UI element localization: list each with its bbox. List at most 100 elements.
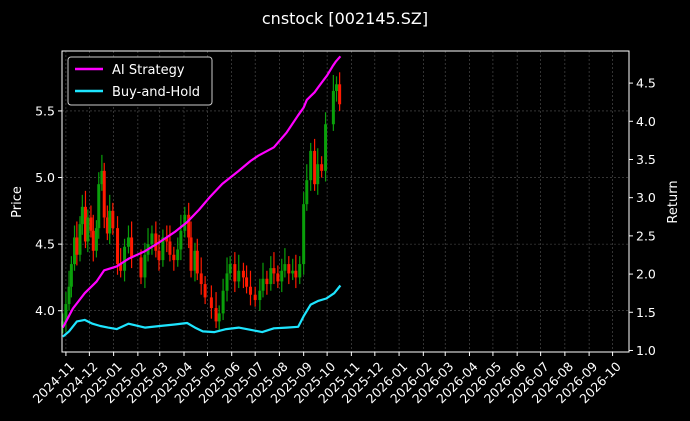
- price-candle-body: [245, 277, 249, 287]
- price-candle-body: [130, 237, 134, 258]
- price-candle-body: [280, 270, 284, 282]
- price-candle-body: [335, 84, 339, 91]
- y-right-tick-label: 3.5: [636, 152, 656, 167]
- price-candle-body: [195, 250, 199, 274]
- price-candle-body: [89, 217, 93, 231]
- price-candle-body: [253, 294, 257, 301]
- price-candle-body: [105, 217, 109, 234]
- price-candle-body: [331, 90, 335, 125]
- price-candle-body: [265, 278, 269, 285]
- price-candle-body: [80, 206, 84, 225]
- legend-box: [67, 56, 213, 106]
- price-candle-body: [179, 230, 183, 250]
- price-candles: [61, 72, 342, 334]
- return-lines: [61, 55, 342, 338]
- price-candle-body: [276, 273, 280, 282]
- y-right-tick-label: 2.5: [636, 228, 656, 243]
- price-candle-body: [203, 284, 207, 298]
- price-candle-body: [237, 270, 241, 282]
- price-candle-body: [139, 257, 143, 278]
- price-candle-body: [78, 224, 82, 255]
- price-candle-body: [313, 150, 317, 185]
- price-candle-body: [214, 308, 218, 322]
- price-candle-body: [86, 217, 90, 242]
- price-candle-body: [209, 297, 213, 309]
- price-candle-body: [69, 264, 73, 287]
- price-candle-body: [168, 241, 172, 255]
- y-right-tick-label: 1.5: [636, 305, 656, 320]
- price-candle-body: [94, 228, 98, 251]
- price-candle-body: [119, 264, 123, 271]
- price-candle-body: [150, 233, 154, 245]
- price-candle-body: [176, 249, 180, 261]
- price-candle-body: [154, 233, 158, 251]
- price-candle-body: [102, 170, 106, 218]
- price-candle-body: [143, 254, 147, 278]
- price-candle-body: [199, 273, 203, 285]
- y-left-tick-label: 5.5: [35, 103, 55, 118]
- legend-label-buy-and-hold: Buy-and-Hold: [112, 85, 200, 100]
- price-candle-body: [126, 237, 130, 247]
- series-line-ai-strategy: [61, 55, 342, 329]
- price-candle-body: [338, 84, 342, 105]
- price-candle-body: [123, 246, 127, 271]
- price-candle-body: [228, 264, 232, 274]
- price-candle-body: [193, 250, 197, 271]
- price-candle-body: [241, 270, 245, 278]
- y-right-tick-label: 3.0: [636, 190, 656, 205]
- price-candle-body: [165, 237, 169, 242]
- price-candle-body: [258, 290, 262, 301]
- price-candle-body: [291, 270, 295, 274]
- legend-label-ai-strategy: AI Strategy: [112, 63, 185, 78]
- price-candle-body: [97, 184, 101, 229]
- price-candle-body: [287, 264, 291, 274]
- y-left-tick-label: 4.5: [35, 237, 55, 252]
- price-candle-body: [283, 264, 287, 271]
- series-line-buy-and-hold: [62, 284, 342, 338]
- price-candle-body: [305, 180, 309, 205]
- price-candle-body: [320, 164, 324, 171]
- price-candle-body: [302, 204, 306, 265]
- price-candle-body: [261, 278, 265, 291]
- price-candle-body: [225, 273, 229, 291]
- price-candle-body: [217, 313, 221, 322]
- price-candle-body: [116, 228, 120, 265]
- price-candle-body: [272, 268, 276, 274]
- grid: [62, 51, 629, 352]
- y-right-tick-label: 4.5: [636, 76, 656, 91]
- price-candle-body: [161, 237, 165, 261]
- y-axis-right: 1.0 1.5 2.0 2.5 3.0 3.5 4.0 4.5: [629, 76, 656, 358]
- price-candle-body: [108, 210, 112, 234]
- price-candle-body: [309, 150, 313, 181]
- price-candle-body: [294, 270, 298, 278]
- price-candle-body: [157, 250, 161, 261]
- plot-frame: [61, 50, 630, 353]
- y-right-tick-label: 2.0: [636, 267, 656, 282]
- price-candle-body: [91, 230, 95, 251]
- y-axis-left: 4.0 4.5 5.0 5.5: [35, 103, 62, 318]
- price-candle-body: [233, 264, 237, 282]
- price-candle-body: [172, 254, 176, 261]
- price-candle-body: [269, 268, 273, 285]
- y-right-tick-label: 4.0: [636, 114, 656, 129]
- chart-title: cnstock [002145.SZ]: [262, 9, 428, 28]
- price-candle-body: [83, 206, 87, 242]
- price-candle-body: [75, 237, 79, 255]
- y-axis-right-title: Return: [666, 180, 681, 223]
- price-candle-body: [111, 210, 115, 229]
- price-candle-body: [298, 264, 302, 278]
- price-candle-body: [100, 170, 104, 185]
- price-candle-body: [248, 286, 252, 295]
- price-candle-body: [189, 237, 193, 271]
- y-axis-left-title: Price: [10, 186, 25, 218]
- price-candle-body: [221, 290, 225, 314]
- price-candle-body: [64, 304, 68, 322]
- y-left-tick-label: 4.0: [35, 303, 55, 318]
- legend: AI Strategy Buy-and-Hold: [67, 56, 213, 106]
- price-candle-body: [187, 214, 191, 238]
- price-candle-body: [324, 124, 328, 171]
- y-left-tick-label: 5.0: [35, 170, 55, 185]
- y-right-tick-label: 1.0: [636, 343, 656, 358]
- price-candle-body: [316, 164, 320, 185]
